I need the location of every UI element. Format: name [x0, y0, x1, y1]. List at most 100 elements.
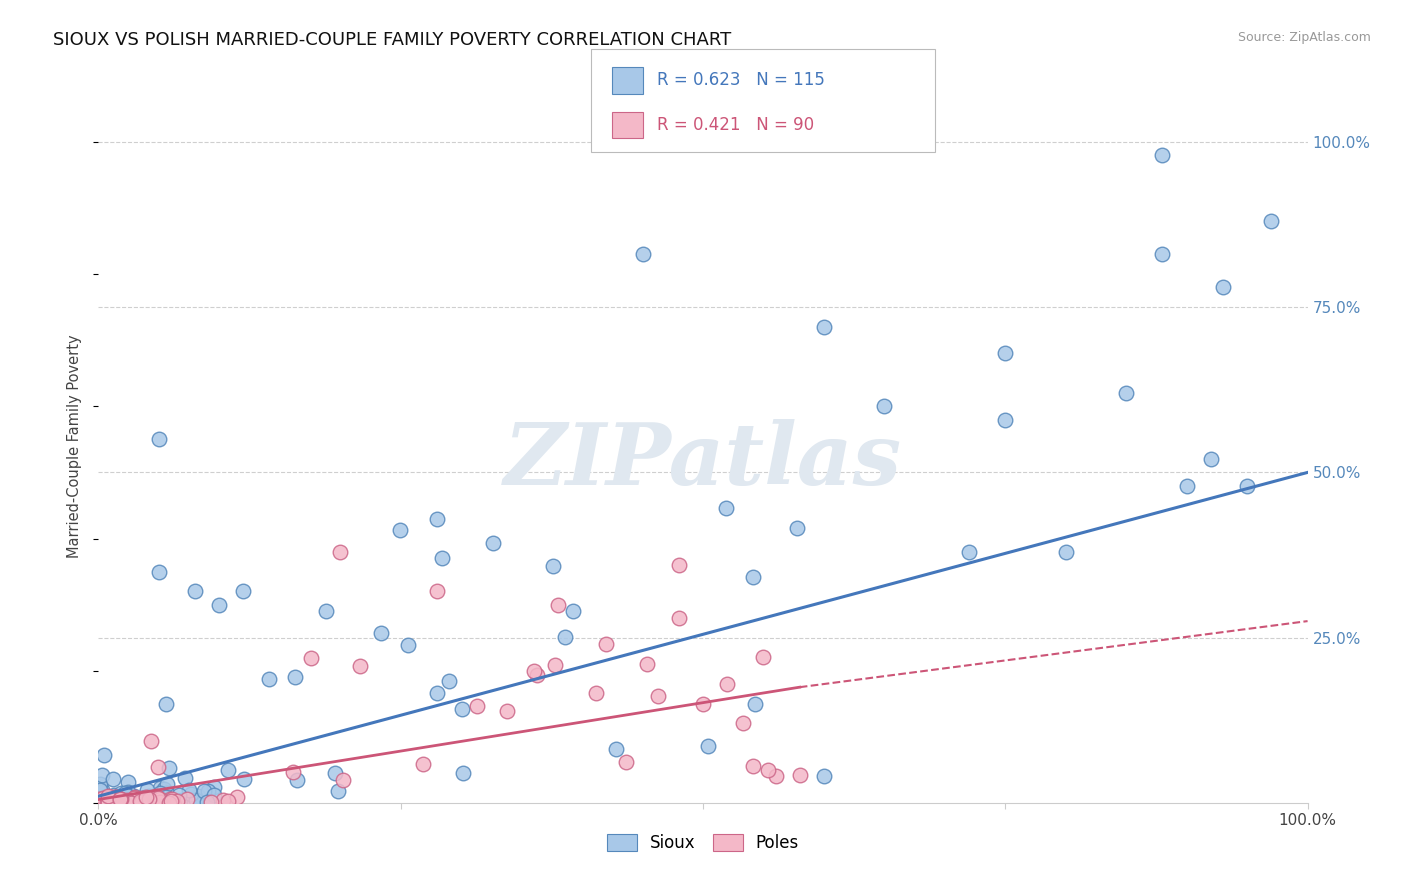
Point [114, 789, 136, 804]
Point [332, 772, 354, 787]
Point [1152, 247, 1174, 261]
Point [1236, 478, 1258, 492]
Point [202, 780, 225, 795]
Point [115, 796, 138, 810]
Point [741, 759, 763, 773]
Point [155, 789, 177, 804]
Point [110, 792, 132, 806]
Point [326, 784, 349, 798]
Point [132, 791, 155, 805]
Point [132, 793, 155, 807]
Point [93, 748, 115, 763]
Point [104, 794, 127, 808]
Point [93, 792, 115, 806]
Point [156, 777, 179, 791]
Point [544, 658, 567, 673]
Point [668, 558, 690, 572]
Point [107, 795, 129, 809]
Point [153, 781, 176, 796]
Point [149, 792, 172, 806]
Point [439, 673, 461, 688]
Point [104, 789, 127, 804]
Point [98, 792, 121, 806]
Point [143, 791, 166, 805]
Point [105, 795, 128, 809]
Point [98, 794, 121, 808]
Point [155, 698, 177, 712]
Point [110, 795, 132, 809]
Point [90, 768, 112, 782]
Point [526, 667, 548, 681]
Point [170, 793, 193, 807]
Point [184, 796, 207, 810]
Point [89, 783, 111, 797]
Point [174, 771, 197, 785]
Point [105, 794, 128, 808]
Point [285, 773, 308, 788]
Point [430, 551, 453, 566]
Point [117, 794, 139, 808]
Point [149, 795, 172, 809]
Point [150, 795, 173, 809]
Point [1115, 386, 1137, 401]
Point [585, 686, 607, 700]
Point [132, 790, 155, 805]
Point [117, 788, 139, 802]
Point [813, 320, 835, 334]
Point [138, 792, 160, 806]
Point [98, 789, 121, 804]
Point [97, 789, 120, 803]
Point [1054, 545, 1077, 559]
Point [450, 702, 472, 716]
Point [733, 716, 755, 731]
Point [105, 795, 128, 809]
Point [426, 686, 449, 700]
Point [217, 763, 239, 777]
Point [131, 793, 153, 807]
Point [547, 598, 569, 612]
Point [124, 790, 146, 805]
Point [595, 637, 617, 651]
Point [412, 757, 434, 772]
Point [177, 782, 200, 797]
Point [131, 796, 153, 810]
Point [110, 786, 132, 800]
Point [149, 786, 172, 800]
Point [994, 346, 1017, 360]
Text: R = 0.421   N = 90: R = 0.421 N = 90 [657, 116, 814, 134]
Point [696, 739, 718, 753]
Point [523, 664, 546, 678]
Point [135, 790, 157, 805]
Point [957, 545, 980, 559]
Point [426, 511, 449, 525]
Point [145, 789, 167, 803]
Point [115, 796, 138, 810]
Point [157, 761, 180, 775]
Point [111, 792, 134, 806]
Point [193, 784, 215, 798]
Point [315, 604, 337, 618]
Point [668, 611, 690, 625]
Point [283, 764, 305, 779]
Point [451, 765, 474, 780]
Point [786, 520, 808, 534]
Point [183, 795, 205, 809]
Point [180, 787, 202, 801]
Text: SIOUX VS POLISH MARRIED-COUPLE FAMILY POVERTY CORRELATION CHART: SIOUX VS POLISH MARRIED-COUPLE FAMILY PO… [53, 31, 731, 49]
Point [129, 790, 152, 805]
Point [200, 795, 222, 809]
Point [692, 697, 714, 711]
Point [101, 772, 124, 787]
Point [103, 790, 125, 805]
Point [127, 794, 149, 808]
Point [159, 794, 181, 808]
Point [562, 604, 585, 618]
Point [104, 789, 127, 804]
Point [148, 760, 170, 774]
Point [716, 501, 738, 516]
Point [108, 792, 131, 806]
Point [1175, 478, 1198, 492]
Point [208, 598, 231, 612]
Point [1199, 452, 1222, 467]
Point [101, 789, 124, 804]
